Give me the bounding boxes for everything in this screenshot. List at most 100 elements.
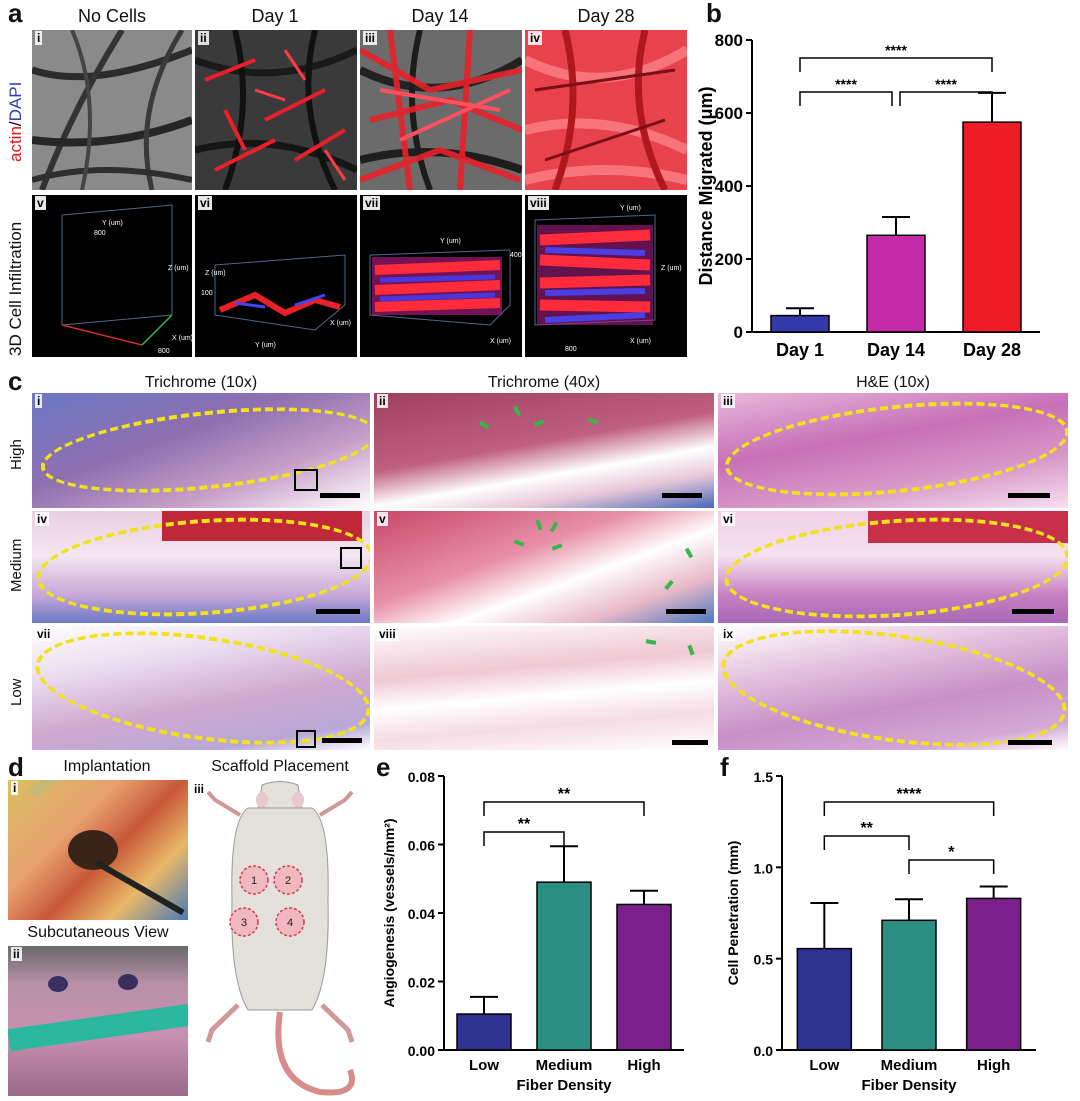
label-subcutaneous-view: Subcutaneous View bbox=[27, 924, 169, 941]
tile-label: iv bbox=[35, 512, 50, 526]
row-label-actin-dapi: actin/DAPI bbox=[6, 81, 25, 162]
tile-label: vi bbox=[721, 512, 736, 526]
significance-label: ** bbox=[558, 786, 571, 803]
panel-a-letter: a bbox=[8, 0, 23, 28]
panel-c-letter: c bbox=[8, 366, 23, 396]
chart-b-distance-migrated: 0 200 400 600 800 Day 1 Day 14 Day 28 **** **** **… bbox=[696, 31, 1040, 360]
tile-label: vii bbox=[363, 196, 381, 210]
col-header-trichrome-40x: Trichrome (40x) bbox=[487, 374, 601, 391]
axis-text-y: Y (um) bbox=[255, 342, 276, 349]
tile-label: ii bbox=[11, 947, 22, 961]
significance-label: ** bbox=[860, 820, 873, 837]
tile-label: v bbox=[35, 196, 46, 210]
row-label-high: High bbox=[8, 439, 25, 470]
row-label-low: Low bbox=[8, 678, 25, 706]
render-3d-day28: Y (um) Z (um) X (um) 800 viii bbox=[525, 195, 687, 357]
micrograph-day28: iv bbox=[525, 30, 687, 190]
bar-day-14 bbox=[866, 234, 926, 333]
tile-label: iii bbox=[192, 782, 207, 796]
bar-day-1 bbox=[770, 314, 830, 333]
histology-trichrome10x-high: i bbox=[32, 393, 370, 508]
axis-text-x: X (um) bbox=[630, 338, 651, 345]
chart-e-angiogenesis: 0.00 0.02 0.04 0.06 0.08 Low Medium High ** ** Ang… bbox=[381, 769, 684, 1094]
axis-text-400: 400 bbox=[510, 252, 522, 259]
bar-medium bbox=[536, 881, 592, 1051]
histology-he10x-high: iii bbox=[718, 393, 1068, 508]
axis-text-z: Z (um) bbox=[661, 265, 682, 272]
rat-diagram: iii 1 2 3 4 bbox=[190, 780, 370, 1096]
tile-label: viii bbox=[528, 196, 549, 210]
significance-label: **** bbox=[897, 786, 923, 803]
y-tick-label: 0.00 bbox=[408, 1043, 435, 1059]
site-label-1: 1 bbox=[251, 875, 257, 887]
col-header-day1: Day 1 bbox=[251, 6, 299, 26]
histology-trichrome10x-medium: iv bbox=[32, 511, 370, 623]
significance-bracket bbox=[483, 801, 645, 816]
site-label-3: 3 bbox=[241, 917, 247, 929]
bar-low bbox=[796, 947, 853, 1051]
significance-bracket bbox=[899, 91, 993, 106]
y-tick-label: 600 bbox=[715, 104, 743, 123]
axis-text-800b: 800 bbox=[158, 348, 170, 355]
tile-label: viii bbox=[377, 627, 398, 641]
x-tick-label: Low bbox=[469, 1057, 499, 1074]
tile-label: i bbox=[35, 394, 43, 408]
photo-implantation: i bbox=[8, 780, 188, 920]
significance-label: **** bbox=[885, 42, 907, 58]
y-tick-label: 1.5 bbox=[754, 769, 774, 785]
panel-e-letter: e bbox=[376, 752, 391, 782]
y-tick-label: 0.0 bbox=[754, 1043, 774, 1059]
tile-label: iv bbox=[528, 31, 543, 45]
bar-day-28 bbox=[962, 121, 1022, 333]
significance-bracket bbox=[483, 831, 565, 846]
tile-label: v bbox=[377, 512, 388, 526]
panel-f-letter: f bbox=[720, 752, 729, 782]
axis-text-x: X (um) bbox=[172, 335, 192, 342]
x-tick-label: Medium bbox=[881, 1057, 938, 1074]
axis-text-y: Y (um) bbox=[620, 205, 641, 212]
row-label-medium: Medium bbox=[8, 538, 25, 592]
render-3d-day14: Y (um) 400 X (um) vii bbox=[360, 195, 522, 357]
axis-text-800: 800 bbox=[94, 230, 106, 237]
tile-label: i bbox=[35, 31, 43, 45]
site-label-2: 2 bbox=[285, 875, 291, 887]
render-3d-day1: Z (um) 100 Y (um) X (um) vi bbox=[195, 195, 357, 357]
axis-text-y: Y (um) bbox=[440, 238, 461, 245]
bar-high bbox=[965, 897, 1022, 1051]
x-tick-label: Low bbox=[809, 1057, 839, 1074]
axis-text-100: 100 bbox=[201, 290, 213, 297]
axis-text-z: Z (um) bbox=[168, 265, 189, 272]
y-axis-label: Angiogenesis (vessels/mm²) bbox=[381, 818, 397, 1007]
axis-text-800: 800 bbox=[565, 346, 577, 353]
row-label-3d-infiltration: 3D Cell Infiltration bbox=[6, 221, 25, 356]
axis-text-x: X (um) bbox=[330, 320, 351, 327]
tile-label: vi bbox=[198, 196, 213, 210]
y-tick-label: 800 bbox=[715, 31, 743, 50]
micrograph-day14: iii bbox=[360, 30, 522, 190]
histology-he10x-low: ix bbox=[718, 626, 1068, 750]
render-3d-no-cells: Y (um) 800 Z (um) X (um) 800 v bbox=[32, 195, 192, 357]
y-tick-label: 0.02 bbox=[408, 975, 435, 991]
axis-text-y: Y (um) bbox=[102, 220, 123, 227]
x-tick-label: Day 1 bbox=[776, 340, 824, 360]
histology-trichrome40x-low: viii bbox=[374, 626, 714, 750]
y-tick-label: 0.04 bbox=[408, 906, 435, 922]
site-label-4: 4 bbox=[287, 917, 293, 929]
bar-high bbox=[616, 903, 672, 1051]
histology-he10x-medium: vi bbox=[718, 511, 1068, 623]
x-tick-label: High bbox=[627, 1057, 660, 1074]
x-tick-label: Day 28 bbox=[963, 340, 1021, 360]
bar-low bbox=[456, 1013, 512, 1051]
y-tick-label: 200 bbox=[715, 250, 743, 269]
axis-text-x: X (um) bbox=[490, 338, 511, 345]
panel-d-letter: d bbox=[8, 752, 24, 782]
y-tick-label: 0.08 bbox=[408, 769, 435, 785]
histology-trichrome40x-high: ii bbox=[374, 393, 714, 508]
x-tick-label: High bbox=[977, 1057, 1010, 1074]
y-tick-label: 1.0 bbox=[754, 860, 774, 876]
tile-label: iii bbox=[363, 31, 378, 45]
micrograph-no-cells: i bbox=[32, 30, 192, 190]
significance-bracket bbox=[908, 859, 995, 874]
col-header-day28: Day 28 bbox=[577, 6, 635, 26]
